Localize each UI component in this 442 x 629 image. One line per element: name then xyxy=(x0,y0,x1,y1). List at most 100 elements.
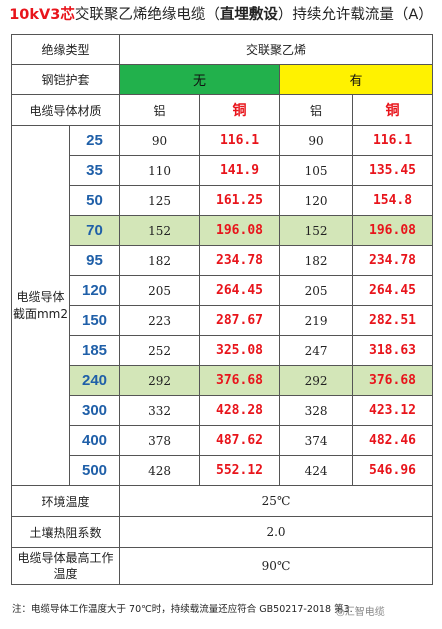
table-row: 240 292 376.68 292 376.68 xyxy=(12,365,434,396)
title-suffix: ）持续允许载流量（A） xyxy=(277,7,433,23)
ambient-row: 环境温度 25℃ xyxy=(10,485,434,517)
size-cell: 25 xyxy=(68,125,121,156)
watermark: ◎汇智电缆 xyxy=(336,603,385,618)
cu-yes-cell: 135.45 xyxy=(352,155,434,186)
size-cell: 500 xyxy=(68,455,121,486)
table-row: 500 428 552.12 424 546.96 xyxy=(12,455,434,486)
table-row: 35 110 141.9 105 135.45 xyxy=(12,155,434,186)
material-row: 电缆导体材质 铝 铜 铝 铜 xyxy=(10,94,434,126)
maxtemp-label: 电缆导体最高工作温度 xyxy=(10,547,121,585)
cu-none-cell: 287.67 xyxy=(199,305,281,336)
cu-yes-cell: 196.08 xyxy=(352,215,434,246)
cu-none-cell: 116.1 xyxy=(199,125,281,156)
al-yes-cell: 292 xyxy=(279,365,354,396)
cu-yes-cell: 318.63 xyxy=(352,335,434,366)
soil-row: 土壤热阻系数 2.0 xyxy=(10,516,434,548)
cu-yes-cell: 154.8 xyxy=(352,185,434,216)
al-yes-cell: 105 xyxy=(279,155,354,186)
al-yes-cell: 247 xyxy=(279,335,354,366)
al-yes-cell: 182 xyxy=(279,245,354,276)
size-cell: 150 xyxy=(68,305,121,336)
armor-none-header: 无 xyxy=(119,64,281,95)
table-row: 50 125 161.25 120 154.8 xyxy=(12,185,434,216)
size-cell: 240 xyxy=(68,365,121,396)
table-row: 95 182 234.78 182 234.78 xyxy=(12,245,434,276)
al-yes-cell: 90 xyxy=(279,125,354,156)
cu-yes-cell: 546.96 xyxy=(352,455,434,486)
al-none-cell: 110 xyxy=(119,155,201,186)
al-yes-cell: 120 xyxy=(279,185,354,216)
title-core: 芯 xyxy=(60,7,75,23)
table-row: 120 205 264.45 205 264.45 xyxy=(12,275,434,306)
material-label: 电缆导体材质 xyxy=(10,94,121,126)
armor-row: 钢铠护套 无 有 xyxy=(10,64,434,95)
section-label: 电缆导体截面mm2 xyxy=(11,125,70,486)
cu-yes-cell: 423.12 xyxy=(352,395,434,426)
cu-none-cell: 428.28 xyxy=(199,395,281,426)
size-cell: 120 xyxy=(68,275,121,306)
insulation-row: 绝缘类型 交联聚乙烯 xyxy=(10,34,434,65)
cu-none-cell: 487.62 xyxy=(199,425,281,456)
cu-yes-cell: 116.1 xyxy=(352,125,434,156)
table-row: 电缆导体截面mm2 25 90 116.1 90 116.1 xyxy=(11,125,434,486)
soil-label: 土壤热阻系数 xyxy=(10,516,121,548)
size-cell: 300 xyxy=(68,395,121,426)
al-yes-cell: 328 xyxy=(279,395,354,426)
title-voltage: 10kV3 xyxy=(9,7,61,23)
al-yes-cell: 374 xyxy=(279,425,354,456)
table-row: 150 223 287.67 219 282.51 xyxy=(12,305,434,336)
al-none-cell: 90 xyxy=(119,125,201,156)
cu-none-cell: 376.68 xyxy=(199,365,281,396)
al-none-cell: 205 xyxy=(119,275,201,306)
size-cell: 95 xyxy=(68,245,121,276)
cu-none-cell: 234.78 xyxy=(199,245,281,276)
armor-yes-header: 有 xyxy=(279,64,434,95)
al-none-cell: 378 xyxy=(119,425,201,456)
al-yes-cell: 219 xyxy=(279,305,354,336)
armor-label: 钢铠护套 xyxy=(10,64,121,95)
insulation-label: 绝缘类型 xyxy=(10,34,121,65)
al-none-cell: 332 xyxy=(119,395,201,426)
maxtemp-value: 90℃ xyxy=(119,547,434,585)
al-none-cell: 292 xyxy=(119,365,201,396)
cu-none-cell: 196.08 xyxy=(199,215,281,246)
footnote: 注：电缆导体工作温度大于 70℃时，持续载流量还应符合 GB50217-2018… xyxy=(12,604,353,615)
table-row: 400 378 487.62 374 482.46 xyxy=(12,425,434,456)
ambient-label: 环境温度 xyxy=(10,485,121,517)
al-none-cell: 428 xyxy=(119,455,201,486)
material-al-none: 铝 xyxy=(119,94,201,126)
maxtemp-row: 电缆导体最高工作温度 90℃ xyxy=(10,547,434,585)
cu-none-cell: 161.25 xyxy=(199,185,281,216)
al-none-cell: 152 xyxy=(119,215,201,246)
material-al-yes: 铝 xyxy=(279,94,354,126)
table-row: 185 252 325.08 247 318.63 xyxy=(12,335,434,366)
title-laying: 直埋敷设 xyxy=(219,7,278,23)
page-title: 10kV3芯交联聚乙烯绝缘电缆（直埋敷设）持续允许载流量（A） xyxy=(0,0,442,30)
soil-value: 2.0 xyxy=(119,516,434,548)
cu-none-cell: 552.12 xyxy=(199,455,281,486)
al-none-cell: 125 xyxy=(119,185,201,216)
insulation-value: 交联聚乙烯 xyxy=(119,34,434,65)
cu-none-cell: 325.08 xyxy=(199,335,281,366)
ampacity-table: 绝缘类型 交联聚乙烯 钢铠护套 无 有 电缆导体材质 铝 铜 铝 铜 电缆导体截… xyxy=(10,34,434,585)
al-yes-cell: 424 xyxy=(279,455,354,486)
cu-none-cell: 264.45 xyxy=(199,275,281,306)
cu-yes-cell: 234.78 xyxy=(352,245,434,276)
watermark-logo-icon: ◎ xyxy=(336,607,345,618)
table-row: 70 152 196.08 152 196.08 xyxy=(12,215,434,246)
material-cu-none: 铜 xyxy=(199,94,281,126)
title-cable-type: 交联聚乙烯绝缘电缆（ xyxy=(74,7,220,23)
material-cu-yes: 铜 xyxy=(352,94,434,126)
cu-yes-cell: 264.45 xyxy=(352,275,434,306)
al-none-cell: 182 xyxy=(119,245,201,276)
al-yes-cell: 152 xyxy=(279,215,354,246)
size-cell: 70 xyxy=(68,215,121,246)
table-row: 300 332 428.28 328 423.12 xyxy=(12,395,434,426)
al-none-cell: 223 xyxy=(119,305,201,336)
al-yes-cell: 205 xyxy=(279,275,354,306)
ambient-value: 25℃ xyxy=(119,485,434,517)
size-cell: 50 xyxy=(68,185,121,216)
watermark-text: 汇智电缆 xyxy=(344,607,385,618)
cu-none-cell: 141.9 xyxy=(199,155,281,186)
size-cell: 400 xyxy=(68,425,121,456)
